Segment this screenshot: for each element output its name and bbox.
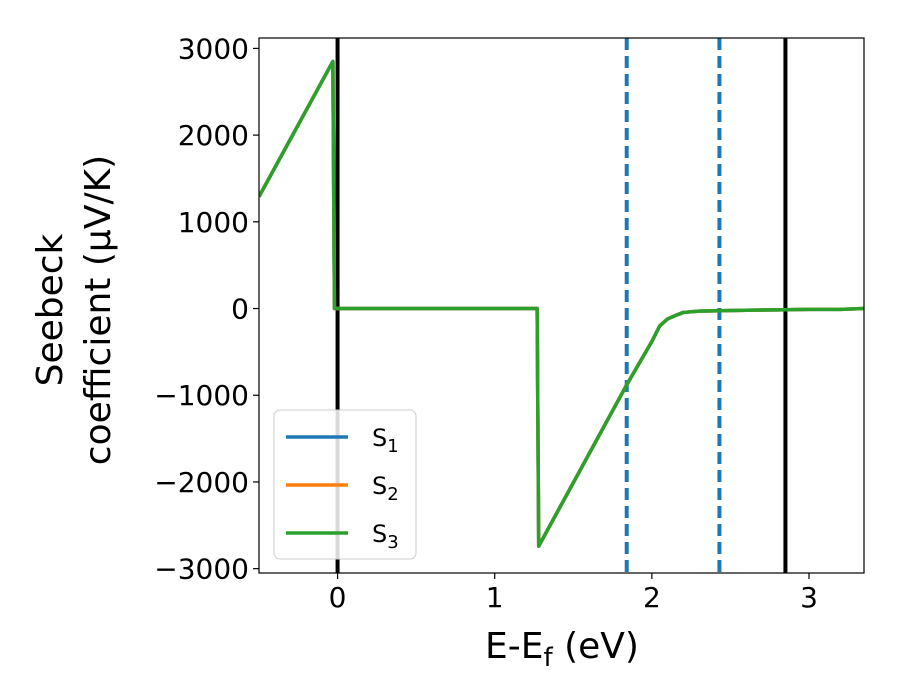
legend-label-S2: S2 (372, 472, 399, 505)
y-axis-label-line1: Seebeck (30, 233, 71, 386)
x-tick-label: 0 (329, 581, 347, 614)
legend-label-S3: S3 (372, 520, 399, 553)
y-axis-ticks: 3000 2000 1000 0 −1000 −2000 −3000 (154, 32, 259, 586)
y-tick-label: −2000 (154, 466, 249, 499)
y-axis-label: Seebeck coefficient (μV/K) (30, 155, 119, 465)
x-axis-label: E-Ef (eV) (485, 626, 639, 673)
legend: S1 S2 S3 (273, 409, 417, 560)
x-tick-label: 3 (800, 581, 818, 614)
y-tick-label: −3000 (154, 553, 249, 586)
y-tick-label: 3000 (178, 32, 249, 65)
x-tick-label: 1 (486, 581, 504, 614)
x-axis-ticks: 0 1 2 3 (329, 573, 818, 614)
series-layer (259, 59, 864, 548)
y-tick-label: 0 (231, 293, 249, 326)
series-line-S3 (259, 59, 864, 548)
y-tick-label: 2000 (178, 119, 249, 152)
x-tick-label: 2 (643, 581, 661, 614)
y-axis-label-line2: coefficient (μV/K) (78, 155, 119, 465)
legend-label-S1: S1 (372, 424, 399, 457)
plot-frame (258, 37, 865, 574)
y-tick-label: 1000 (178, 206, 249, 239)
y-tick-label: −1000 (154, 379, 249, 412)
